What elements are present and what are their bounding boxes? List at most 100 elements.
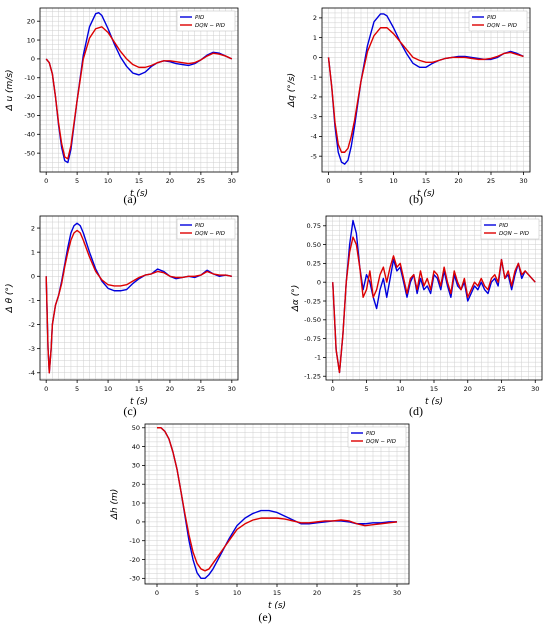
caption-e: (e) [258, 610, 272, 624]
y-tick-label: 0 [31, 273, 35, 281]
y-tick-label: -20 [129, 556, 140, 564]
grid [321, 7, 531, 172]
x-tick-label: 15 [422, 177, 430, 185]
y-tick-label: -0.25 [304, 297, 321, 305]
y-tick-label: 2 [313, 14, 317, 22]
panel-b: 0 5 10 15 20 25 30 -5 -4 -3 -2 -1 0 1 2 t (s) Δq (°/s) PI… [282, 0, 550, 206]
x-tick-label: 30 [519, 177, 527, 185]
series-line-pid [45, 12, 233, 164]
grid [145, 424, 409, 584]
x-axis-label: t (s) [130, 189, 148, 199]
x-tick-label: 25 [353, 589, 361, 597]
x-tick-label: 0 [331, 385, 335, 393]
series-line-dqn-pid [45, 229, 232, 374]
legend: PID DQN − PID [468, 10, 528, 32]
legend-box [347, 426, 407, 448]
y-axis-label: Δα (°) [291, 285, 301, 312]
y-tick-label: 20 [132, 481, 140, 489]
x-tick-label: 10 [396, 385, 404, 393]
caption-a: (a) [123, 192, 137, 206]
caption-b: (b) [409, 192, 423, 206]
legend-label: PID [499, 223, 508, 229]
series-line-dqn-pid [157, 427, 398, 572]
series-line-dqn-pid [332, 236, 536, 374]
x-tick-label: 5 [359, 177, 363, 185]
y-tick-label: 0 [136, 518, 140, 526]
x-tick-label: 20 [166, 177, 174, 185]
y-tick-label: 0 [31, 55, 35, 63]
legend-label: PID [487, 15, 496, 21]
y-tick-label: -20 [24, 93, 35, 101]
y-tick-label: 1 [313, 34, 317, 42]
y-tick-label: -50 [24, 149, 35, 157]
chart-d: 0 5 10 15 20 25 30 -1.25 -1 -0.75 -0.50 -0.25 0 0.25 0… [291, 215, 543, 407]
y-tick-label: -0.50 [304, 316, 321, 324]
y-tick-label: 0.50 [307, 241, 321, 249]
x-tick-label: 0 [44, 385, 48, 393]
x-tick-label: 0 [326, 177, 330, 185]
y-tick-label: -1 [311, 73, 317, 81]
y-tick-label: 2 [31, 224, 35, 232]
x-axis-label: t (s) [425, 397, 443, 407]
caption-d: (d) [409, 404, 423, 418]
series-line-dqn-pid [327, 27, 524, 153]
legend-box [176, 218, 236, 240]
grid [325, 216, 543, 380]
legend: PID DQN − PID [176, 10, 236, 32]
y-tick-label: -0.75 [304, 335, 321, 343]
legend: PID DQN − PID [347, 426, 407, 448]
x-tick-label: 15 [273, 589, 281, 597]
x-tick-label: 15 [430, 385, 438, 393]
x-tick-label: 30 [228, 177, 236, 185]
y-tick-label: 30 [132, 462, 140, 470]
legend-box [176, 10, 236, 32]
x-tick-label: 20 [464, 385, 472, 393]
x-tick-label: 15 [135, 385, 143, 393]
legend: PID DQN − PID [176, 218, 236, 240]
x-tick-label: 25 [197, 385, 205, 393]
y-tick-label: -1 [315, 354, 321, 362]
x-tick-label: 25 [497, 385, 505, 393]
x-tick-label: 20 [313, 589, 321, 597]
y-axis-label: Δh (m) [110, 489, 120, 521]
x-tick-label: 25 [197, 177, 205, 185]
legend-label: DQN − PID [195, 23, 225, 29]
x-tick-label: 5 [364, 385, 368, 393]
x-tick-label: 5 [75, 385, 79, 393]
y-tick-label: -2 [29, 321, 35, 329]
y-tick-label: -4 [29, 369, 35, 377]
legend-label: DQN − PID [499, 231, 529, 237]
x-tick-label: 25 [487, 177, 495, 185]
x-tick-label: 30 [393, 589, 401, 597]
chart-e: 0 5 10 15 20 25 30 -30 -20 -10 0 10 20 30 40 50 t (s) Δh … [110, 423, 410, 611]
y-axis-label: Δ θ (°) [5, 284, 15, 314]
y-tick-label: -30 [129, 575, 140, 583]
chart-c: 0 5 10 15 20 25 30 -4 -3 -2 -1 0 1 2 t (s) Δ θ (°) PID DQ… [5, 215, 239, 407]
legend-label: PID [366, 431, 375, 437]
x-tick-label: 10 [104, 177, 112, 185]
y-tick-label: -3 [311, 113, 317, 121]
x-tick-label: 0 [44, 177, 48, 185]
x-axis-label: t (s) [130, 397, 148, 407]
x-tick-label: 15 [135, 177, 143, 185]
x-tick-label: 0 [155, 589, 159, 597]
x-tick-label: 5 [195, 589, 199, 597]
x-tick-label: 20 [454, 177, 462, 185]
y-tick-label: 0.25 [307, 260, 321, 268]
x-axis-label: t (s) [417, 189, 435, 199]
y-tick-label: 10 [27, 36, 35, 44]
legend-box [468, 10, 528, 32]
y-tick-label: 10 [132, 499, 140, 507]
y-tick-label: -4 [311, 133, 317, 141]
y-axis-label: Δq (°/s) [287, 73, 297, 108]
panel-d: 0 5 10 15 20 25 30 -1.25 -1 -0.75 -0.50 -0.25 0 0.25 0… [282, 210, 550, 418]
y-tick-label: 0 [317, 279, 321, 287]
legend-box [480, 218, 540, 240]
y-tick-label: -3 [29, 345, 35, 353]
x-tick-label: 10 [233, 589, 241, 597]
legend-label: DQN − PID [487, 23, 517, 29]
y-tick-label: -1.25 [304, 373, 321, 381]
y-tick-label: 20 [27, 17, 35, 25]
y-tick-label: 50 [132, 424, 140, 432]
chart-b: 0 5 10 15 20 25 30 -5 -4 -3 -2 -1 0 1 2 t (s) Δq (°/s) PI… [287, 7, 531, 199]
